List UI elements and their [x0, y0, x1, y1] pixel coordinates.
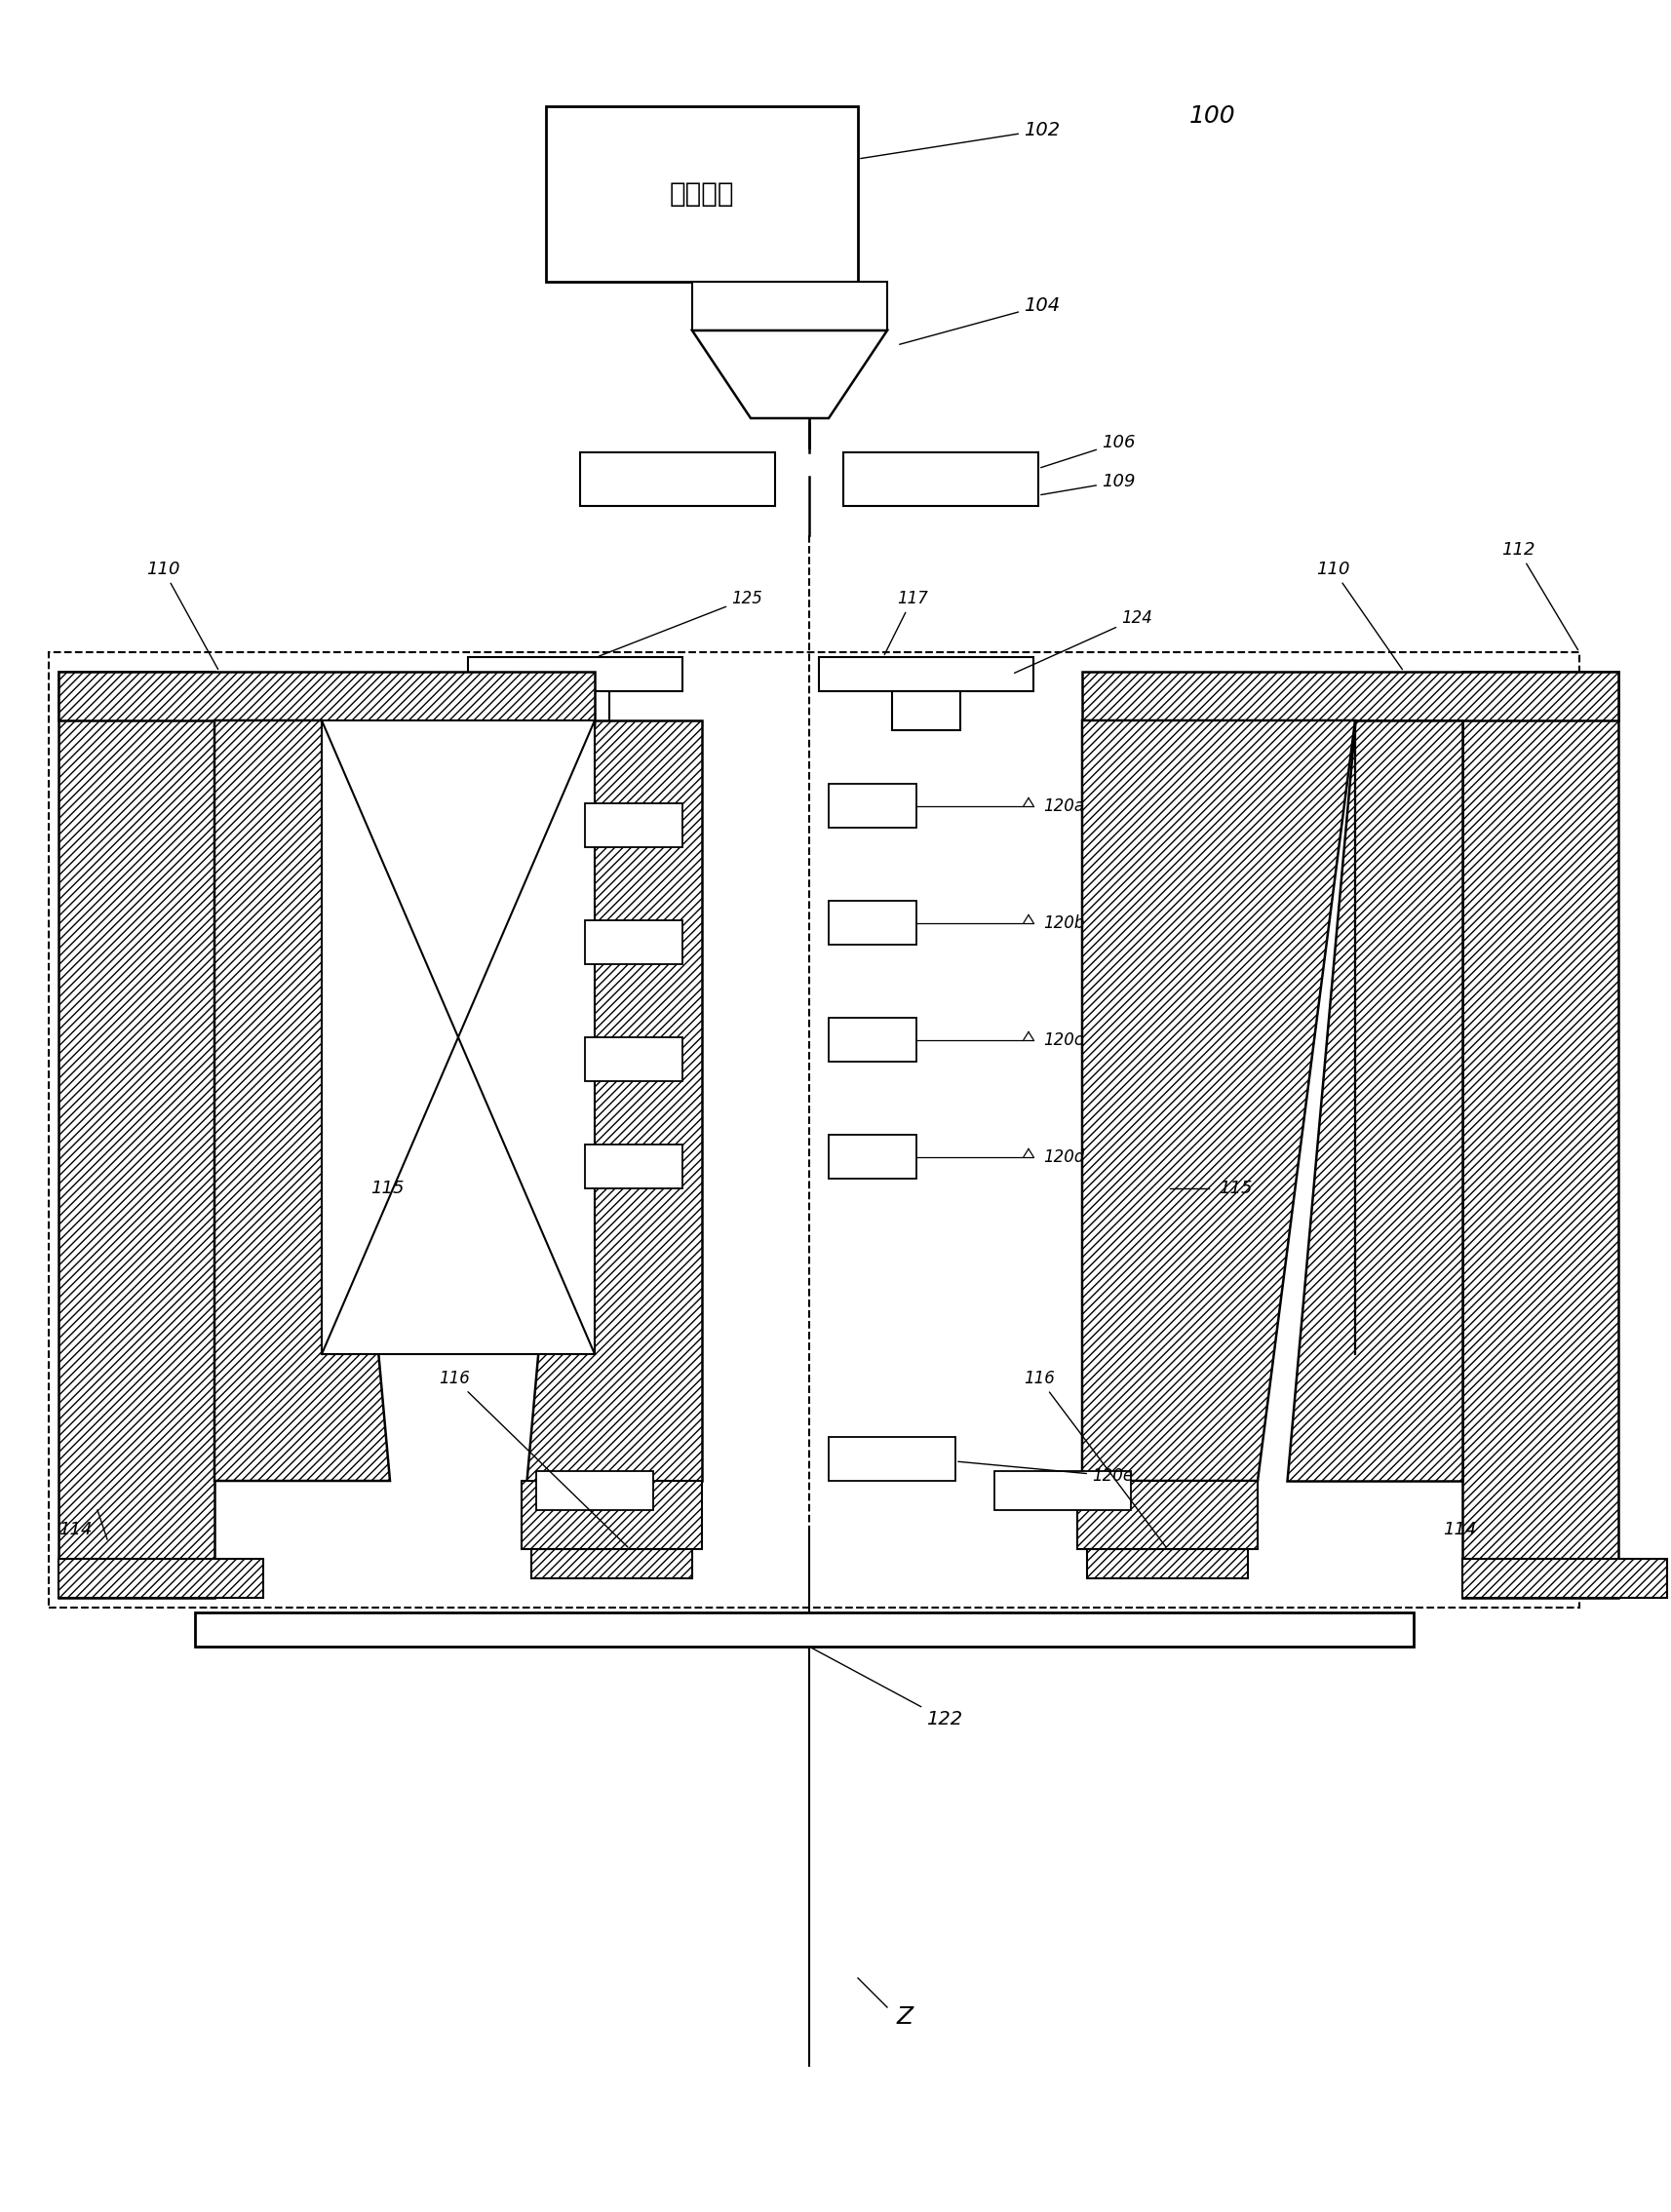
Bar: [585, 803, 682, 847]
Bar: [829, 783, 916, 827]
Bar: [1086, 1548, 1247, 1579]
Bar: [1081, 672, 1618, 721]
Text: 102: 102: [861, 122, 1059, 159]
Bar: [1462, 1559, 1666, 1597]
Text: Z: Z: [896, 2006, 912, 2028]
Bar: [1462, 672, 1618, 1597]
Bar: [196, 1613, 1412, 1646]
Bar: [585, 1144, 682, 1188]
Bar: [58, 1559, 262, 1597]
Text: 120c: 120c: [1043, 1031, 1083, 1048]
Bar: [536, 1471, 653, 1511]
Bar: [546, 106, 857, 281]
Bar: [585, 920, 682, 964]
Bar: [468, 657, 682, 690]
Bar: [58, 672, 595, 721]
Text: 120b: 120b: [1043, 914, 1084, 931]
Bar: [531, 1548, 692, 1579]
Text: 109: 109: [1041, 473, 1135, 495]
Text: 116: 116: [438, 1369, 628, 1546]
Bar: [1076, 1480, 1257, 1548]
Text: 粒子束源: 粒子束源: [668, 181, 734, 208]
Polygon shape: [526, 721, 702, 1480]
Text: 116: 116: [1023, 1369, 1165, 1546]
Polygon shape: [1081, 721, 1354, 1480]
Bar: [48, 653, 1579, 1608]
Bar: [994, 1471, 1130, 1511]
Bar: [521, 1480, 702, 1548]
Text: 125: 125: [598, 591, 762, 657]
Bar: [541, 690, 608, 730]
Text: 100: 100: [1188, 104, 1235, 128]
Text: 112: 112: [1501, 542, 1577, 650]
Text: 117: 117: [884, 591, 927, 655]
Text: 114: 114: [1442, 1522, 1475, 1537]
Bar: [829, 1135, 916, 1179]
Text: 120a: 120a: [1043, 796, 1083, 814]
Text: 115: 115: [371, 1179, 404, 1197]
Text: 122: 122: [810, 1648, 962, 1728]
Text: 104: 104: [899, 296, 1059, 345]
Text: 120d: 120d: [1043, 1148, 1084, 1166]
Bar: [585, 1037, 682, 1082]
Bar: [58, 672, 214, 1597]
Text: 106: 106: [1041, 434, 1135, 467]
Polygon shape: [692, 330, 887, 418]
Text: 114: 114: [58, 1522, 92, 1537]
Text: 115: 115: [1218, 1179, 1252, 1197]
Text: 120e: 120e: [957, 1462, 1133, 1484]
Bar: [842, 451, 1038, 507]
Bar: [692, 281, 887, 330]
Bar: [580, 451, 775, 507]
Text: 110: 110: [1315, 560, 1402, 670]
Text: 110: 110: [145, 560, 217, 670]
Bar: [829, 1018, 916, 1062]
Bar: [819, 657, 1033, 690]
Polygon shape: [214, 721, 389, 1480]
Text: 124: 124: [1014, 608, 1151, 672]
Bar: [829, 900, 916, 945]
Bar: [892, 690, 959, 730]
Bar: [829, 1438, 954, 1480]
Bar: [321, 721, 595, 1354]
Polygon shape: [1287, 721, 1462, 1480]
